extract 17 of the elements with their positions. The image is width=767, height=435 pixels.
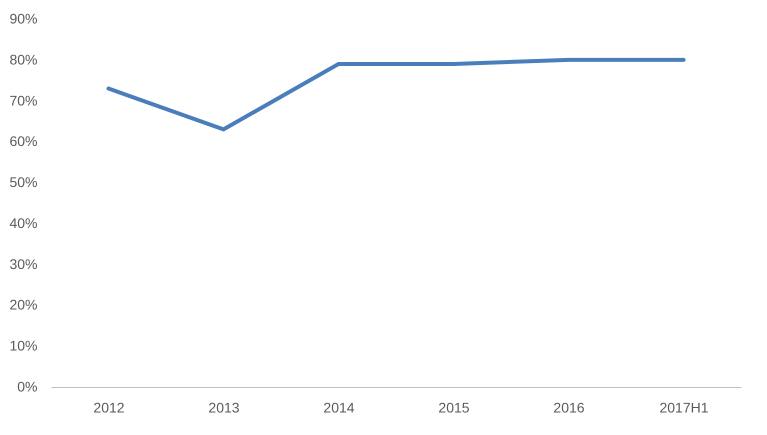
line-series bbox=[106, 58, 686, 132]
x-tick-label: 2017H1 bbox=[659, 400, 709, 416]
x-tick-label: 2016 bbox=[553, 400, 585, 416]
x-tick-label: 2013 bbox=[208, 400, 240, 416]
y-tick-label: 50% bbox=[9, 174, 38, 190]
x-tick-label: 2012 bbox=[93, 400, 125, 416]
y-tick-label: 80% bbox=[9, 51, 38, 68]
y-tick-label: 90% bbox=[9, 10, 38, 26]
y-tick-label: 10% bbox=[9, 338, 38, 354]
y-tick-label: 40% bbox=[9, 214, 38, 231]
y-tick-label: 20% bbox=[9, 296, 38, 313]
x-tick-label: 2014 bbox=[323, 400, 355, 416]
y-tick-label: 0% bbox=[17, 378, 38, 394]
y-tick-label: 60% bbox=[9, 133, 38, 150]
y-tick-label: 30% bbox=[9, 256, 38, 272]
y-tick-label: 70% bbox=[9, 92, 38, 108]
x-tick-label: 2015 bbox=[438, 400, 470, 416]
